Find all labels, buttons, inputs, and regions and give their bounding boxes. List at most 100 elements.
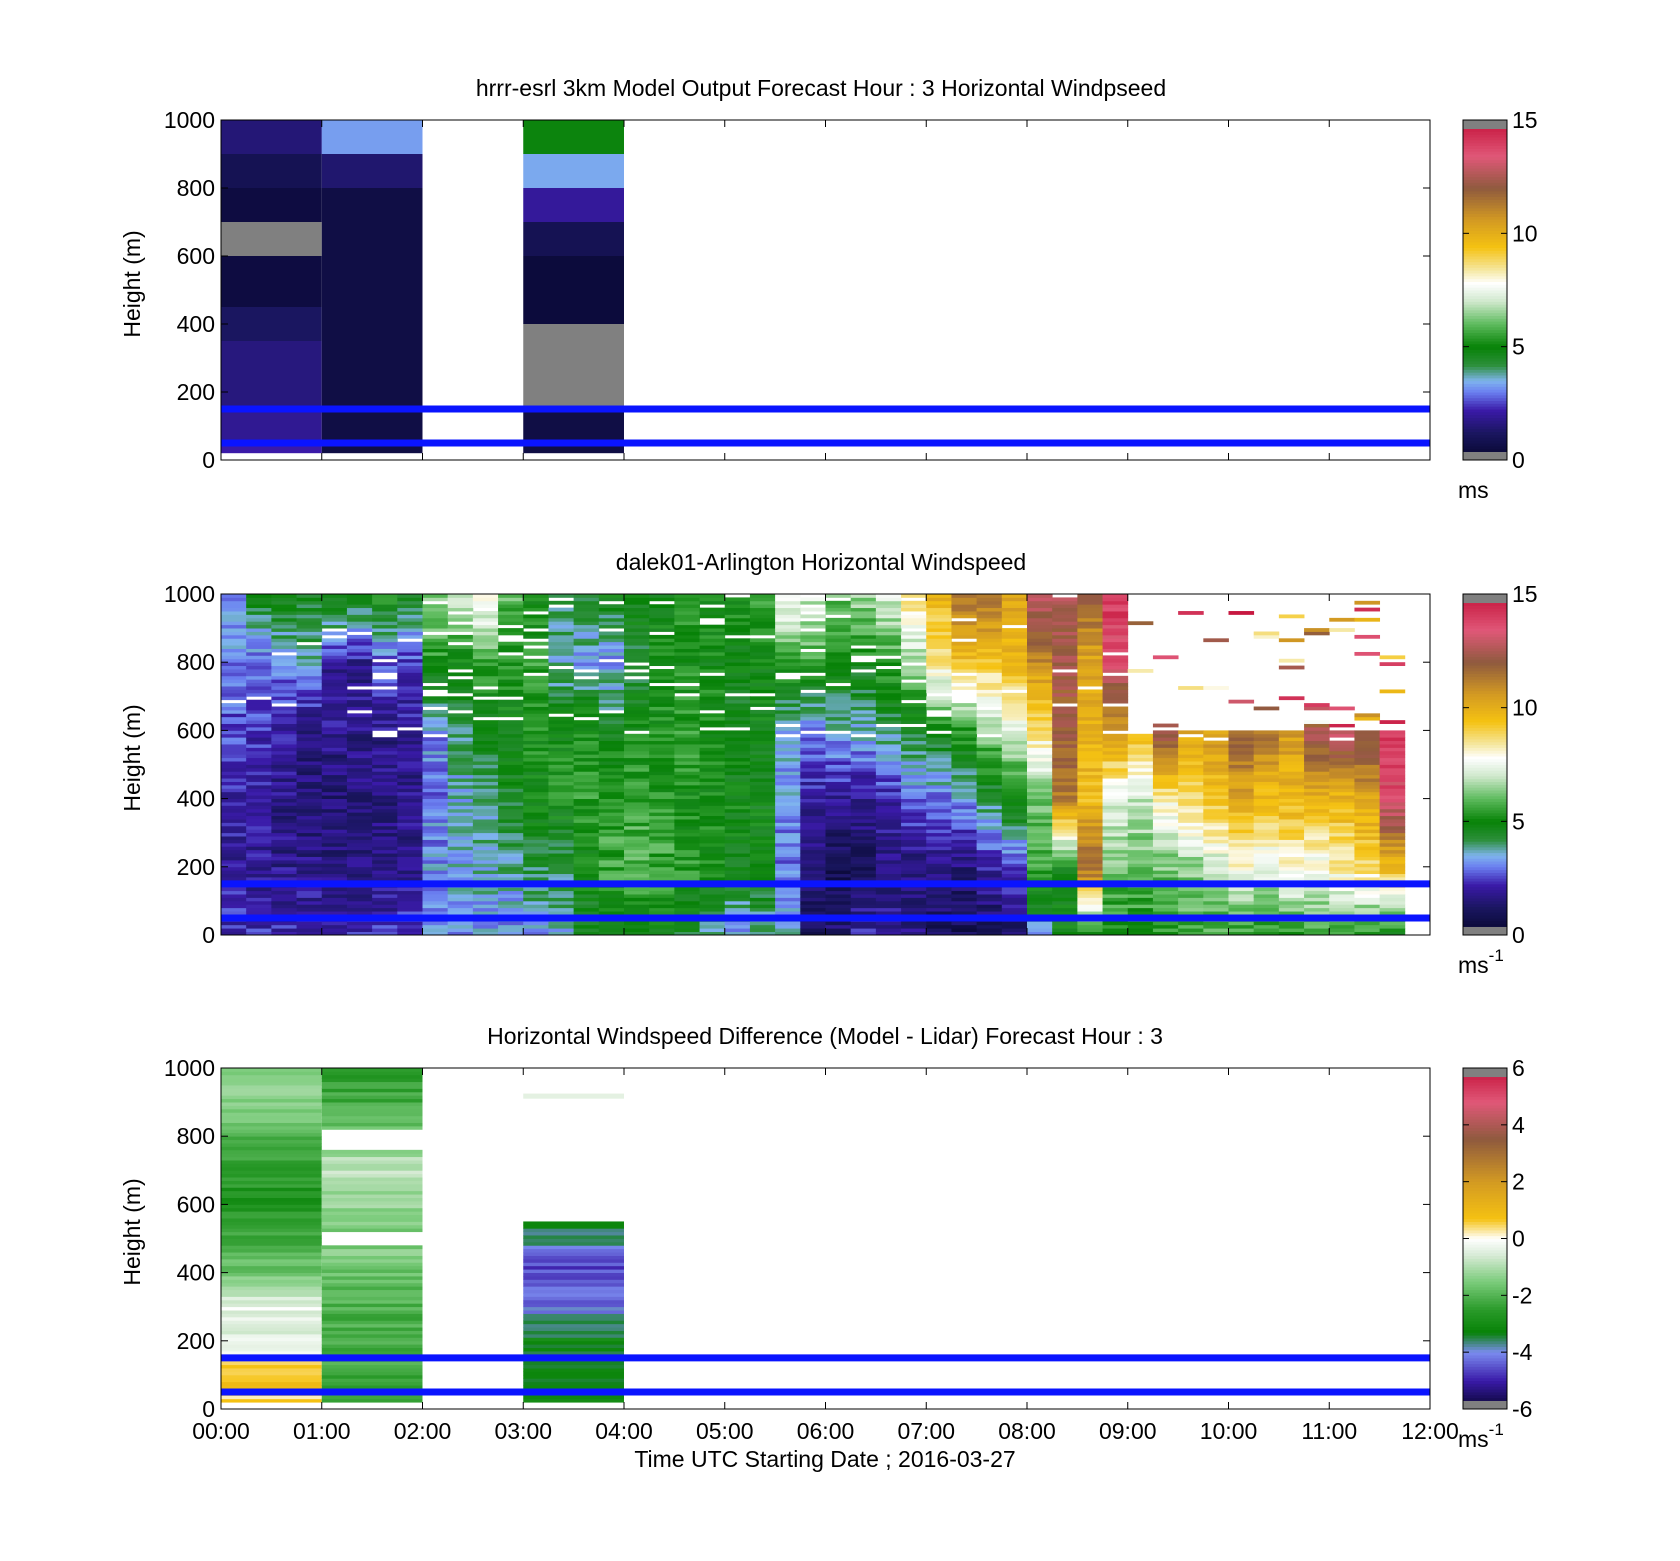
panel-model-title: hrrr-esrl 3km Model Output Forecast Hour… bbox=[476, 75, 1166, 101]
heatmap-cell bbox=[624, 904, 650, 909]
heatmap-cell bbox=[1329, 825, 1355, 830]
heatmap-cell bbox=[1329, 808, 1355, 813]
heatmap-cell bbox=[498, 733, 524, 738]
heatmap-cell bbox=[246, 897, 272, 902]
heatmap-cell bbox=[699, 614, 726, 619]
heatmap-cell bbox=[901, 877, 927, 881]
heatmap-cell bbox=[624, 928, 650, 932]
heatmap-cell bbox=[800, 723, 826, 728]
heatmap-cell bbox=[976, 757, 1003, 762]
heatmap-cell bbox=[624, 808, 650, 813]
heatmap-cell bbox=[397, 665, 423, 670]
colorbar-segment bbox=[1463, 1238, 1507, 1242]
heatmap-cell bbox=[523, 723, 549, 728]
colorbar-segment bbox=[1463, 131, 1507, 135]
heatmap-cell bbox=[422, 866, 449, 871]
heatmap-cell bbox=[221, 1306, 322, 1311]
colorbar-segment bbox=[1463, 1372, 1507, 1376]
heatmap-cell bbox=[548, 931, 575, 936]
heatmap-cell bbox=[1102, 863, 1129, 868]
heatmap-cell bbox=[850, 890, 877, 895]
heatmap-cell bbox=[472, 842, 499, 847]
x-tick-label: 06:00 bbox=[797, 1418, 855, 1444]
heatmap-cell bbox=[1278, 740, 1305, 745]
heatmap-cell bbox=[397, 774, 423, 779]
colorbar-segment bbox=[1463, 898, 1507, 902]
heatmap-cell bbox=[447, 645, 474, 649]
heatmap-cell bbox=[296, 761, 323, 765]
heatmap-cell bbox=[1077, 750, 1103, 755]
heatmap-cell bbox=[1354, 600, 1381, 605]
heatmap-cell bbox=[498, 859, 524, 864]
heatmap-cell bbox=[875, 730, 902, 735]
heatmap-cell bbox=[674, 594, 700, 598]
heatmap-cell bbox=[875, 754, 902, 759]
colorbar-segment bbox=[1463, 849, 1507, 854]
heatmap-cell bbox=[221, 924, 247, 929]
heatmap-cell bbox=[1152, 730, 1179, 735]
heatmap-cell bbox=[422, 651, 449, 656]
heatmap-cell bbox=[422, 900, 449, 905]
heatmap-cell bbox=[624, 778, 650, 782]
heatmap-cell bbox=[1354, 812, 1381, 817]
heatmap-cell bbox=[321, 716, 348, 721]
heatmap-cell bbox=[296, 726, 323, 731]
heatmap-cell bbox=[976, 778, 1003, 782]
heatmap-cell bbox=[321, 1378, 423, 1383]
heatmap-cell bbox=[699, 638, 726, 643]
heatmap-cell bbox=[221, 788, 247, 793]
heatmap-cell bbox=[749, 836, 776, 840]
heatmap-cell bbox=[472, 849, 499, 854]
heatmap-cell bbox=[1077, 604, 1103, 609]
heatmap-cell bbox=[800, 679, 826, 684]
heatmap-cell bbox=[951, 866, 978, 871]
y-tick-label: 800 bbox=[177, 649, 215, 675]
heatmap-cell bbox=[825, 686, 852, 690]
heatmap-cell bbox=[1077, 631, 1103, 636]
heatmap-cell bbox=[775, 638, 801, 643]
heatmap-cell bbox=[825, 604, 852, 609]
heatmap-cell bbox=[372, 849, 398, 854]
heatmap-cell bbox=[825, 822, 852, 827]
heatmap-cell bbox=[472, 655, 499, 660]
heatmap-cell bbox=[1354, 730, 1381, 735]
colorbar-segment bbox=[1463, 185, 1507, 189]
heatmap-cell bbox=[1077, 692, 1103, 697]
heatmap-cell bbox=[447, 733, 474, 738]
colorbar-segment bbox=[1463, 906, 1507, 910]
heatmap-cell bbox=[775, 877, 801, 881]
heatmap-cell bbox=[1329, 774, 1355, 779]
heatmap-cell bbox=[1379, 737, 1406, 742]
colorbar-segment bbox=[1463, 1133, 1507, 1137]
heatmap-cell bbox=[1102, 669, 1129, 673]
y-tick-label: 1000 bbox=[164, 581, 215, 607]
heatmap-cell bbox=[901, 716, 927, 721]
heatmap-cell bbox=[674, 849, 700, 854]
heatmap-cell bbox=[724, 900, 751, 905]
heatmap-cell bbox=[346, 798, 373, 803]
heatmap-cell bbox=[321, 859, 348, 864]
heatmap-cell bbox=[674, 767, 700, 772]
heatmap-cell bbox=[221, 897, 247, 902]
heatmap-cell bbox=[825, 645, 852, 649]
heatmap-cell bbox=[523, 409, 624, 454]
heatmap-cell bbox=[749, 740, 776, 745]
heatmap-cell bbox=[1152, 846, 1179, 851]
heatmap-cell bbox=[1052, 778, 1078, 782]
heatmap-cell bbox=[724, 931, 751, 936]
heatmap-cell bbox=[221, 1320, 322, 1325]
heatmap-cell bbox=[246, 750, 272, 755]
colorbar-segment bbox=[1463, 287, 1507, 291]
heatmap-cell bbox=[271, 750, 297, 755]
heatmap-cell bbox=[976, 771, 1003, 776]
heatmap-cell bbox=[1253, 842, 1280, 847]
panel-model-ylabel: Height (m) bbox=[119, 230, 145, 337]
heatmap-cell bbox=[1329, 907, 1355, 912]
heatmap-cell bbox=[372, 679, 398, 684]
heatmap-cell bbox=[1152, 866, 1179, 871]
heatmap-cell bbox=[1178, 863, 1204, 868]
heatmap-cell bbox=[523, 1296, 624, 1301]
heatmap-cell bbox=[1178, 894, 1204, 898]
heatmap-cell bbox=[976, 761, 1003, 765]
